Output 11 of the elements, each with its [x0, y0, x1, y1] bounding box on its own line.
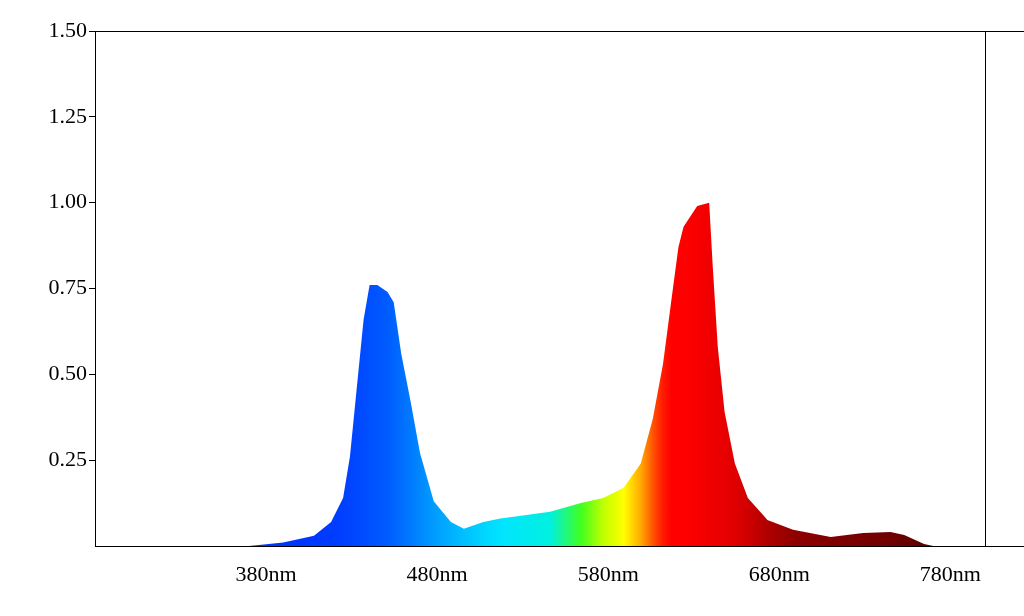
- y-tick-label: 0.25: [48, 445, 87, 471]
- y-tick-label: 0.75: [48, 274, 87, 300]
- y-tick-label: 1.50: [48, 16, 87, 42]
- y-tick-label: 1.25: [48, 102, 87, 128]
- x-tick-label: 380nm: [235, 560, 297, 586]
- y-tick-label: 0.50: [48, 360, 87, 386]
- x-tick-label: 680nm: [748, 560, 810, 586]
- x-tick-label: 580nm: [577, 560, 639, 586]
- y-tick-label: 1.00: [48, 188, 87, 214]
- x-tick-label: 480nm: [406, 560, 468, 586]
- x-tick-label: 780nm: [919, 560, 981, 586]
